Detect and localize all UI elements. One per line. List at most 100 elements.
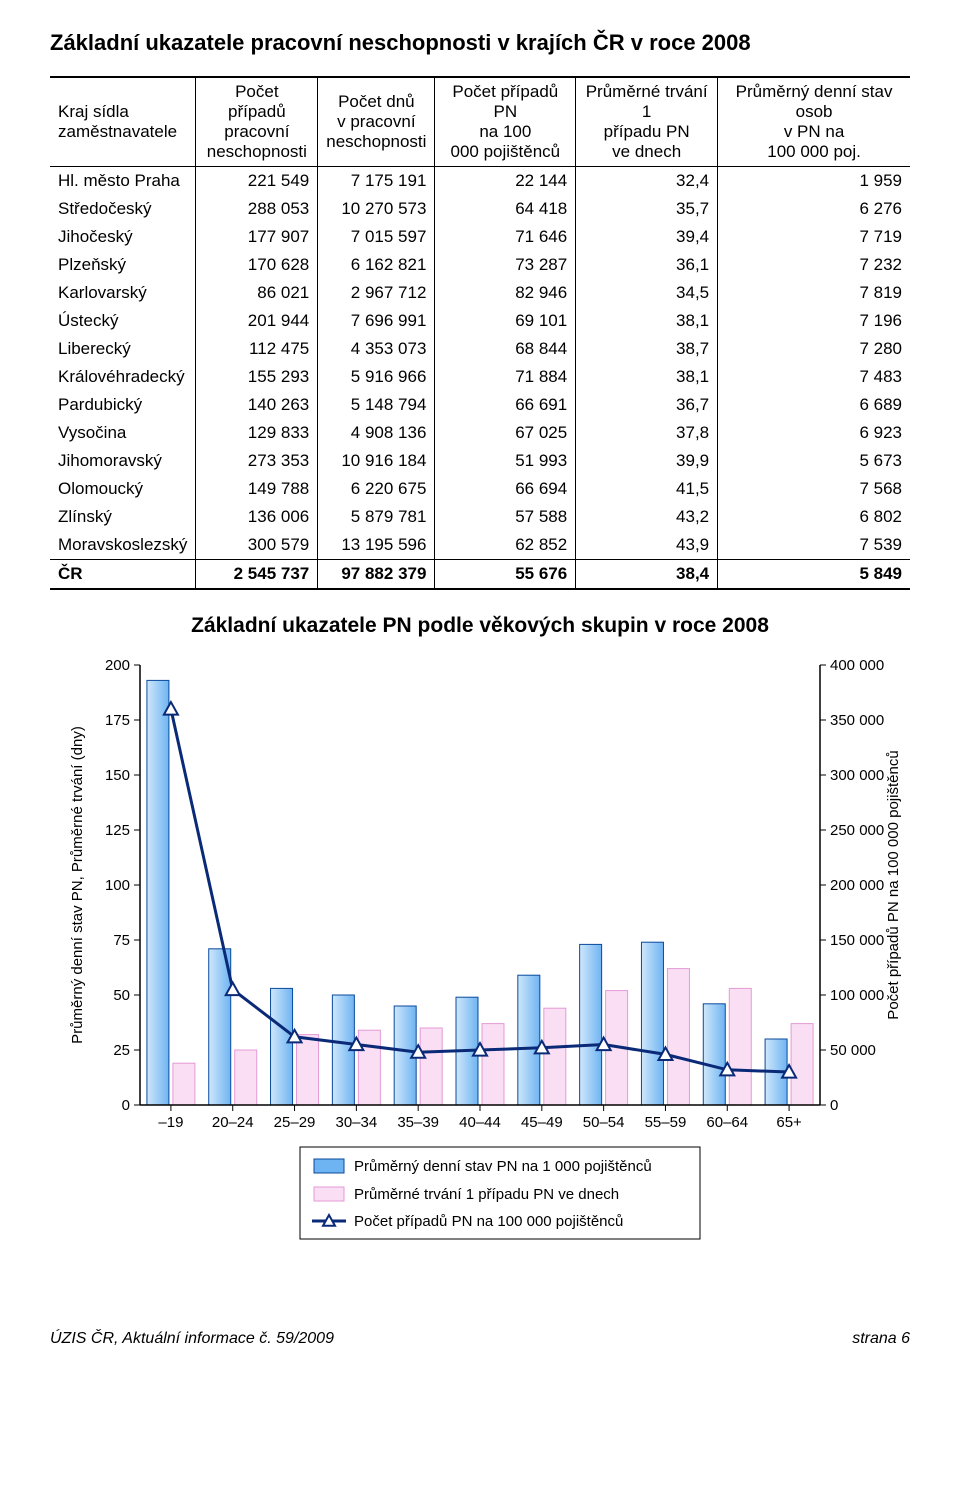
bar-blue: [518, 975, 540, 1105]
cell-value: 221 549: [196, 167, 318, 196]
table-row: Pardubický140 2635 148 79466 69136,76 68…: [50, 391, 910, 419]
bar-pink: [358, 1030, 380, 1105]
cell-value: 7 819: [718, 279, 910, 307]
row-label: Hl. město Praha: [50, 167, 196, 196]
cell-value: 51 993: [435, 447, 576, 475]
x-tick-label: –19: [158, 1114, 183, 1131]
y-axis-right-label: Počet případů PN na 100 000 pojištěnců: [885, 750, 902, 1019]
col-header: Kraj sídlazaměstnavatele: [50, 77, 196, 167]
cell-value: 7 483: [718, 363, 910, 391]
cell-value: 129 833: [196, 419, 318, 447]
svg-text:200: 200: [105, 657, 130, 674]
cell-value: 62 852: [435, 531, 576, 560]
table-row: Jihočeský177 9077 015 59771 64639,47 719: [50, 223, 910, 251]
x-tick-label: 25–29: [274, 1114, 316, 1131]
cell-value: 38,1: [576, 307, 718, 335]
cell-value: 68 844: [435, 335, 576, 363]
svg-text:200 000: 200 000: [830, 877, 884, 894]
chart-title: Základní ukazatele PN podle věkových sku…: [50, 614, 910, 638]
cell-value: 36,1: [576, 251, 718, 279]
cell-value: 73 287: [435, 251, 576, 279]
cell-value: 5 879 781: [318, 503, 435, 531]
svg-text:25: 25: [113, 1042, 130, 1059]
cell-value: 32,4: [576, 167, 718, 196]
cell-value: 5 148 794: [318, 391, 435, 419]
bar-blue: [703, 1004, 725, 1105]
bar-pink: [482, 1024, 504, 1105]
cell-value: 39,9: [576, 447, 718, 475]
cell-value: 4 908 136: [318, 419, 435, 447]
row-label: Pardubický: [50, 391, 196, 419]
row-label: Liberecký: [50, 335, 196, 363]
row-label: Karlovarský: [50, 279, 196, 307]
cell-value: 7 015 597: [318, 223, 435, 251]
cell-value: 140 263: [196, 391, 318, 419]
col-header: Průměrné trvání 1případu PNve dnech: [576, 77, 718, 167]
y-axis-left-label: Průměrný denní stav PN, Průměrné trvání …: [69, 726, 86, 1044]
cell-value: 136 006: [196, 503, 318, 531]
cell-value: 67 025: [435, 419, 576, 447]
legend-label: Průměrný denní stav PN na 1 000 pojištěn…: [354, 1158, 652, 1175]
cell-value: 6 923: [718, 419, 910, 447]
col-header: Počet dnův pracovníneschopnosti: [318, 77, 435, 167]
table-row: Zlínský136 0065 879 78157 58843,26 802: [50, 503, 910, 531]
cell-value: 170 628: [196, 251, 318, 279]
bar-pink: [420, 1028, 442, 1105]
svg-text:75: 75: [113, 932, 130, 949]
cell-value: 5 916 966: [318, 363, 435, 391]
bar-pink: [544, 1008, 566, 1105]
cell-value: 43,9: [576, 531, 718, 560]
cell-value: 71 884: [435, 363, 576, 391]
bar-blue: [271, 988, 293, 1105]
cell-value: 38,4: [576, 560, 718, 590]
table-row: Vysočina129 8334 908 13667 02537,86 923: [50, 419, 910, 447]
cell-value: 112 475: [196, 335, 318, 363]
cell-value: 7 696 991: [318, 307, 435, 335]
cell-value: 5 673: [718, 447, 910, 475]
bar-pink: [729, 988, 751, 1105]
cell-value: 13 195 596: [318, 531, 435, 560]
x-tick-label: 20–24: [212, 1114, 254, 1131]
table-row: Plzeňský170 6286 162 82173 28736,17 232: [50, 251, 910, 279]
cell-value: 86 021: [196, 279, 318, 307]
svg-text:125: 125: [105, 822, 130, 839]
col-header: Průměrný denní stav osobv PN na100 000 p…: [718, 77, 910, 167]
table-row: Liberecký112 4754 353 07368 84438,77 280: [50, 335, 910, 363]
svg-text:0: 0: [830, 1097, 838, 1114]
x-tick-label: 40–44: [459, 1114, 501, 1131]
cell-value: 66 694: [435, 475, 576, 503]
cell-value: 38,1: [576, 363, 718, 391]
bar-pink: [791, 1024, 813, 1105]
row-label: Jihomoravský: [50, 447, 196, 475]
col-header: Počet případů PNna 100000 pojištěnců: [435, 77, 576, 167]
table-row: Středočeský288 05310 270 57364 41835,76 …: [50, 195, 910, 223]
cell-value: 57 588: [435, 503, 576, 531]
cell-value: 22 144: [435, 167, 576, 196]
cell-value: 7 232: [718, 251, 910, 279]
cell-value: 43,2: [576, 503, 718, 531]
bar-pink: [173, 1063, 195, 1105]
cell-value: 34,5: [576, 279, 718, 307]
svg-text:50: 50: [113, 987, 130, 1004]
bar-pink: [297, 1035, 319, 1105]
cell-value: 2 967 712: [318, 279, 435, 307]
cell-value: 5 849: [718, 560, 910, 590]
x-tick-label: 30–34: [336, 1114, 378, 1131]
cell-value: 1 959: [718, 167, 910, 196]
footer-page: strana 6: [852, 1330, 910, 1348]
page-title: Základní ukazatele pracovní neschopnosti…: [50, 30, 910, 56]
svg-text:300 000: 300 000: [830, 767, 884, 784]
footer-source: ÚZIS ČR, Aktuální informace č. 59/2009: [50, 1330, 334, 1348]
cell-value: 69 101: [435, 307, 576, 335]
svg-text:350 000: 350 000: [830, 712, 884, 729]
x-tick-label: 55–59: [645, 1114, 687, 1131]
cell-value: 6 162 821: [318, 251, 435, 279]
cell-value: 155 293: [196, 363, 318, 391]
cell-value: 36,7: [576, 391, 718, 419]
table-row: Hl. město Praha221 5497 175 19122 14432,…: [50, 167, 910, 196]
svg-text:250 000: 250 000: [830, 822, 884, 839]
cell-value: 7 175 191: [318, 167, 435, 196]
bar-blue: [641, 942, 663, 1105]
row-label: Středočeský: [50, 195, 196, 223]
row-label: Jihočeský: [50, 223, 196, 251]
